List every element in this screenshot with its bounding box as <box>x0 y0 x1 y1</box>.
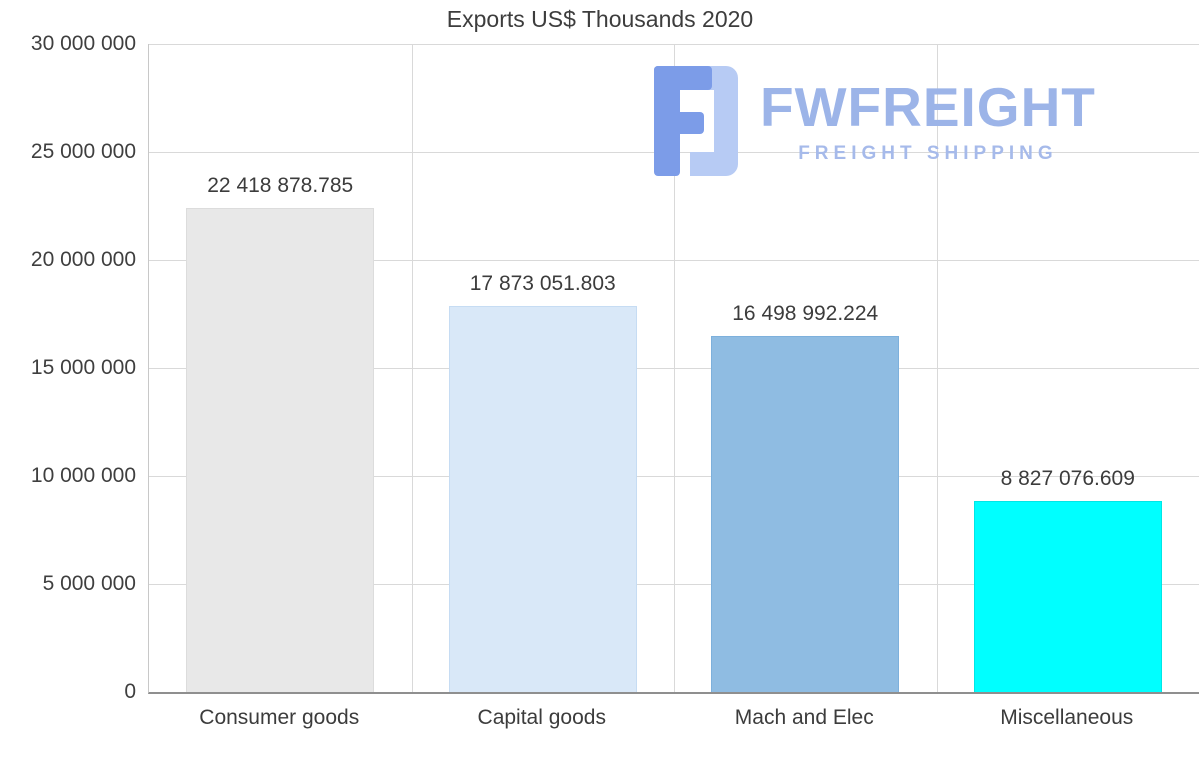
vertical-gridline <box>936 44 938 692</box>
y-tick-label: 0 <box>124 680 136 703</box>
x-tick-label: Capital goods <box>477 706 606 729</box>
bar-value-label: 17 873 051.803 <box>469 271 616 295</box>
vertical-gridline <box>674 44 675 692</box>
brand-name: FWFREIGHT <box>760 76 1096 138</box>
bar-mach-and-elec <box>711 335 900 692</box>
bar-capital-goods <box>448 305 637 692</box>
brand-logo-icon <box>654 66 738 176</box>
bar-miscellaneous <box>973 501 1162 692</box>
y-tick-label: 15 000 000 <box>30 356 136 379</box>
bar-value-label: 22 418 878.785 <box>207 173 354 197</box>
bar-value-label: 8 827 076.609 <box>1000 467 1135 491</box>
bar-value-label: 16 498 992.224 <box>732 301 879 325</box>
plot-area: 22 418 878.785 17 873 051.803 16 498 992.2… <box>148 44 1199 694</box>
y-tick-label: 5 000 000 <box>42 572 136 595</box>
x-tick-label: Consumer goods <box>199 706 360 729</box>
bar-consumer-goods <box>186 207 375 692</box>
y-tick-label: 25 000 000 <box>30 140 136 163</box>
y-tick-label: 10 000 000 <box>30 464 136 487</box>
watermark: FWFREIGHT FREIGHT SHIPPING <box>648 62 1096 182</box>
x-tick-label: Miscellaneous <box>1000 706 1134 729</box>
x-tick-label: Mach and Elec <box>734 706 874 729</box>
brand-tagline: FREIGHT SHIPPING <box>798 143 1058 164</box>
vertical-gridline <box>411 44 413 692</box>
y-tick-label: 30 000 000 <box>30 32 136 55</box>
y-tick-label: 20 000 000 <box>30 248 136 271</box>
chart-title: Exports US$ Thousands 2020 <box>446 6 754 32</box>
brand-text-block: FWFREIGHT FREIGHT SHIPPING <box>760 62 1096 165</box>
